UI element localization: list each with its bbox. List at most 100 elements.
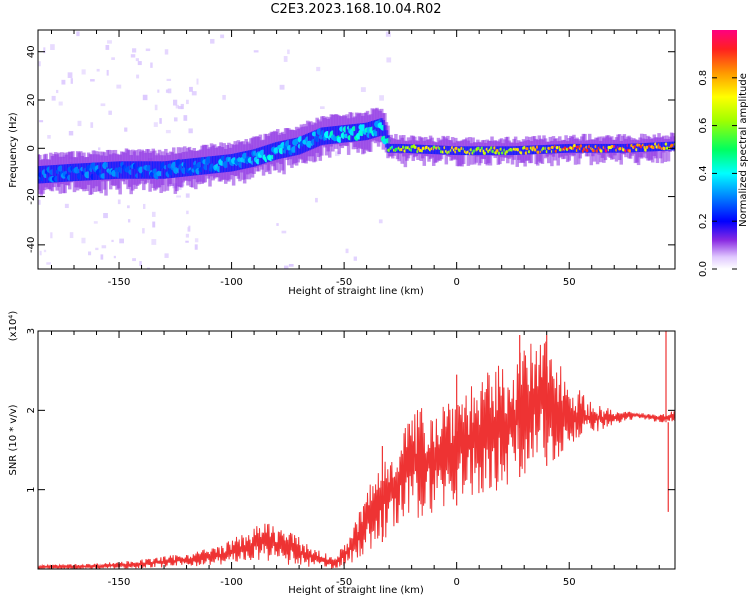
spectrogram-peak (585, 148, 589, 152)
bottom-y-tick-label: 3 (26, 328, 37, 334)
spectrogram-speckle (281, 230, 287, 234)
spectrogram-peak (531, 146, 535, 150)
spectrogram-speckle (185, 193, 190, 198)
spectrogram-speckle (283, 56, 288, 62)
spectrogram-speckle (157, 89, 160, 93)
spectrogram-peak (610, 144, 614, 149)
snr-trace (38, 331, 675, 569)
spectrogram-speckle (153, 122, 158, 127)
spectrogram-speckle (191, 91, 197, 96)
top-y-tick-label: 40 (26, 45, 37, 58)
spectrogram-speckle (69, 232, 74, 239)
spectrogram-peak (525, 147, 529, 151)
spectrogram-speckle (111, 239, 114, 243)
bottom-x-tick-label: 0 (453, 577, 459, 588)
spectrogram-speckle (189, 86, 193, 92)
spectrogram-speckle (132, 48, 137, 53)
spectrogram-speckle (379, 95, 384, 101)
spectrogram-speckle (173, 99, 178, 106)
spectrogram-speckle (137, 61, 142, 66)
bottom-y-axis-label: SNR (10 * v/v) (8, 404, 19, 475)
spectrogram-speckle (316, 66, 321, 72)
spectrogram-speckle (64, 203, 69, 209)
spectrogram-speckle (360, 87, 366, 92)
spectrogram-speckle (127, 205, 130, 209)
spectrogram-peak (670, 143, 674, 147)
spectrogram-speckle (105, 44, 110, 50)
spectrogram-peak (645, 145, 649, 149)
spectrogram-speckle (186, 210, 189, 215)
top-x-tick-label: -50 (336, 277, 352, 288)
spectrogram-speckle (47, 135, 51, 139)
spectrogram-speckle (124, 127, 128, 132)
spectrogram-speckle (58, 101, 63, 106)
spectrogram-speckle (151, 239, 157, 245)
bottom-y-tick-label: 1 (26, 486, 37, 492)
top-x-tick-label: -150 (108, 277, 131, 288)
spectrogram-speckle (81, 69, 86, 75)
spectrogram-speckle (43, 249, 47, 253)
spectrogram-speckle (276, 223, 279, 226)
spectrogram-speckle (51, 95, 56, 101)
top-plot-frame (37, 29, 676, 270)
spectrogram-speckle (378, 219, 383, 224)
top-y-axis-label: Frequency (Hz) (8, 112, 19, 188)
spectrogram-speckle (186, 99, 189, 105)
spectrogram-speckle (315, 197, 318, 203)
snr-panel: -150 -100 -50 0 50 1 2 3 (26, 328, 676, 588)
spectrogram-speckle (253, 50, 259, 53)
top-x-axis-label: Height of straight line (km) (288, 286, 424, 297)
spectrogram-peak (432, 145, 436, 149)
spectrogram-panel: -150 -100 -50 0 50 -40 -20 0 20 40 (26, 29, 676, 288)
spectrogram-image (38, 31, 675, 269)
spectrogram-speckle (185, 233, 189, 238)
spectrogram-speckle (151, 211, 156, 217)
spectrogram-speckle (145, 48, 151, 52)
spectrogram-peak (550, 145, 555, 150)
spectrogram-speckle (43, 47, 46, 54)
spectrogram-speckle (183, 115, 188, 121)
spectrogram-peak (482, 151, 487, 155)
spectrogram-speckle (117, 199, 121, 205)
spectrogram-speckle (188, 225, 191, 232)
bottom-x-tick-label: -50 (336, 577, 352, 588)
spectrogram-peak (454, 146, 458, 150)
bottom-x-tick-label: 50 (563, 577, 576, 588)
spectrogram-speckle (334, 151, 340, 157)
spectrogram-speckle (90, 79, 95, 82)
spectrogram-speckle (166, 78, 172, 81)
spectrogram-speckle (103, 213, 108, 219)
spectrogram-speckle (147, 267, 150, 269)
colorbar-tick-label: 0.0 (698, 261, 709, 277)
spectrogram-speckle (164, 49, 169, 55)
spectrogram-speckle (177, 185, 182, 190)
spectrogram-speckle (345, 248, 349, 254)
spectrogram-peak (476, 146, 480, 150)
colorbar-label: Normalized spectral amplitude (738, 73, 749, 227)
colorbar-tick-label: 0.6 (698, 118, 709, 134)
spectrogram-speckle (130, 54, 136, 58)
bottom-plot-frame (37, 330, 676, 570)
spectrogram-speckle (288, 263, 294, 267)
spectrogram-speckle (188, 128, 193, 134)
spectrogram-speckle (164, 253, 169, 258)
spectrogram-speckle (167, 88, 172, 94)
spectrogram-speckle (39, 120, 44, 123)
spectrogram-speckle (210, 38, 215, 44)
spectrogram-speckle (287, 49, 290, 55)
spectrogram-speckle (196, 78, 199, 85)
spectrogram-speckle (98, 147, 101, 151)
spectrogram-peak (413, 145, 417, 149)
spectrogram-speckle (353, 256, 357, 261)
spectrogram-speckle (185, 240, 189, 243)
spectrogram-speckle (95, 247, 99, 251)
spectrogram-speckle (165, 129, 171, 134)
spectrogram-speckle (176, 195, 182, 198)
bottom-y-tick-label: 2 (26, 407, 37, 413)
figure-title: C2E3.2023.168.10.04.R02 (270, 2, 442, 17)
bottom-x-tick-label: -100 (220, 577, 243, 588)
spectrogram-speckle (142, 203, 146, 209)
spectrogram-speckle (279, 84, 285, 90)
snr-line (38, 341, 675, 569)
spectrogram-speckle (38, 61, 41, 67)
